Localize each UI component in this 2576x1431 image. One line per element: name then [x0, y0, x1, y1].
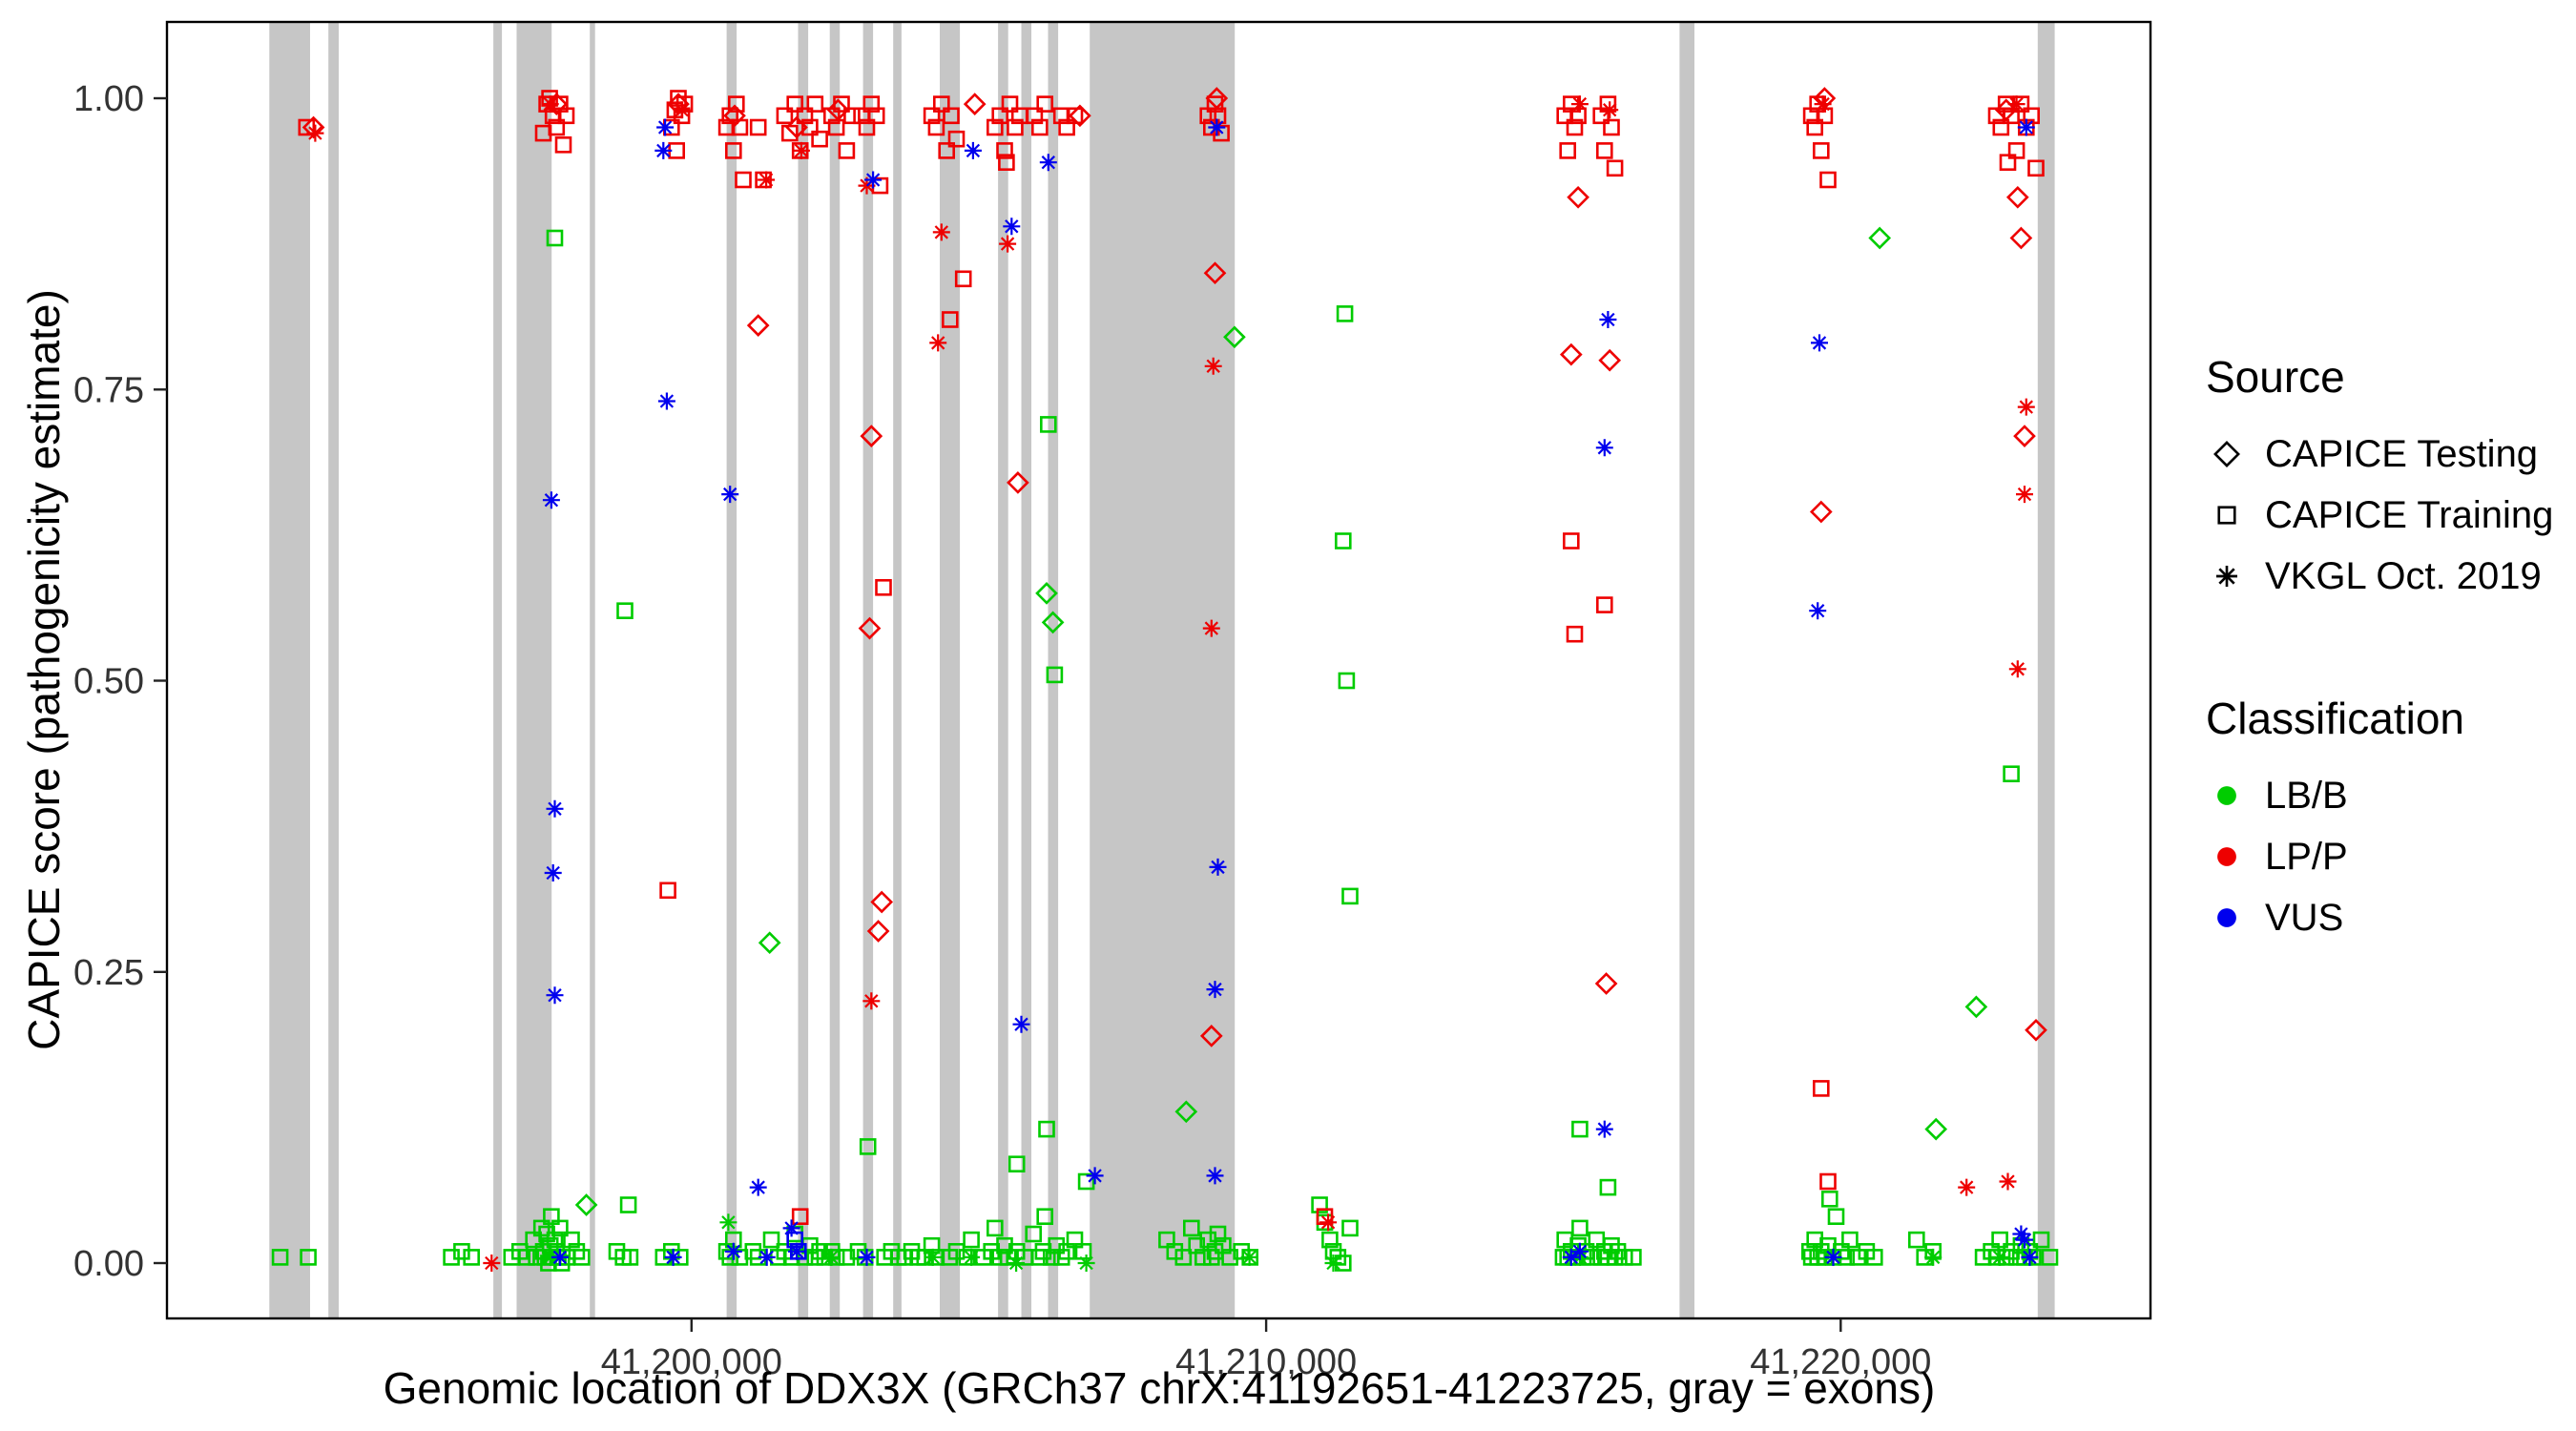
x-tick-label: 41,200,000 [601, 1342, 782, 1382]
exon-band [269, 22, 310, 1318]
data-points [271, 87, 2059, 1272]
exon-band [328, 22, 340, 1318]
exon-band [1021, 22, 1031, 1318]
exon-bands [269, 22, 2055, 1318]
exon-band [1048, 22, 1059, 1318]
exon-band [590, 22, 595, 1318]
legend: Source CAPICE Testing CAPICE Training VK… [2206, 351, 2553, 948]
legend-item-capice-training: CAPICE Training [2206, 485, 2553, 546]
series-asterisk-lpp [306, 95, 2035, 1272]
exon-band [798, 22, 809, 1318]
legend-classification-title: Classification [2206, 694, 2464, 743]
y-tick-label: 1.00 [73, 79, 144, 119]
legend-classification-label: LB/B [2265, 774, 2348, 817]
y-axis-title: CAPICE score (pathogenicity estimate) [19, 289, 69, 1050]
series-square-lpp [298, 90, 2045, 1225]
exon-band [1679, 22, 1694, 1318]
legend-classification-label: LP/P [2265, 835, 2348, 878]
legend-classification-label: VUS [2265, 896, 2344, 939]
series-asterisk-vus [542, 118, 2039, 1266]
legend-source-group: Source CAPICE Testing CAPICE Training VK… [2206, 351, 2553, 607]
panel-border [165, 20, 2152, 1320]
exon-band [493, 22, 503, 1318]
exon-band [2037, 22, 2055, 1318]
diamond-icon [2213, 441, 2240, 467]
x-axis-title: Genomic location of DDX3X (GRCh37 chrX:4… [383, 1363, 1936, 1413]
exon-band [1090, 22, 1236, 1318]
legend-item-vus: VUS [2206, 887, 2553, 948]
x-tick-label: 41,220,000 [1750, 1342, 1931, 1382]
axis-ticks: 41,200,000 41,210,000 41,220,000 0.00 0.25 0.… [73, 79, 1931, 1382]
legend-item-lpp: LP/P [2206, 826, 2553, 887]
square-icon [2217, 506, 2236, 525]
y-tick-label: 0.50 [73, 662, 144, 702]
circle-icon [2217, 847, 2236, 866]
exon-band [862, 22, 874, 1318]
legend-item-vkgl: VKGL Oct. 2019 [2206, 546, 2553, 607]
exon-band [829, 22, 841, 1318]
legend-source-label: CAPICE Testing [2265, 432, 2539, 475]
circle-icon [2217, 908, 2236, 927]
y-tick-label: 0.25 [73, 953, 144, 993]
series-square-lbb [271, 229, 2059, 1272]
x-tick-label: 41,210,000 [1175, 1342, 1357, 1382]
exon-band [726, 22, 737, 1318]
asterisk-icon [2216, 566, 2237, 587]
legend-item-capice-testing: CAPICE Testing [2206, 424, 2553, 485]
legend-item-lbb: LB/B [2206, 765, 2553, 826]
legend-classification-group: Classification LB/B LP/P VUS [2206, 693, 2553, 948]
y-tick-label: 0.75 [73, 370, 144, 410]
exon-band [893, 22, 902, 1318]
exon-band [516, 22, 552, 1318]
legend-source-label: CAPICE Training [2265, 493, 2554, 536]
exon-band [940, 22, 961, 1318]
circle-icon [2217, 786, 2236, 805]
exon-band [998, 22, 1008, 1318]
legend-source-title: Source [2206, 352, 2345, 402]
legend-source-label: VKGL Oct. 2019 [2265, 554, 2542, 597]
y-tick-label: 0.00 [73, 1244, 144, 1284]
series-diamond-lbb [574, 226, 1988, 1216]
